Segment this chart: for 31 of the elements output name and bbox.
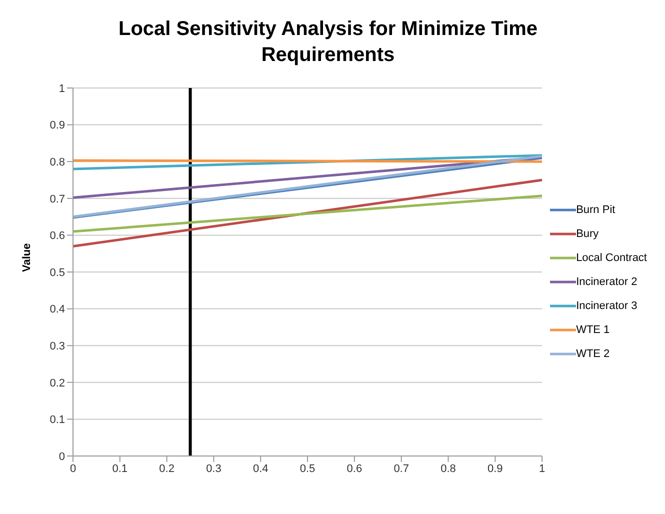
x-tick-label: 0.5 (300, 462, 316, 475)
legend-label: Incinerator 2 (576, 276, 638, 288)
y-tick-label: 0.2 (50, 377, 65, 390)
y-tick-label: 0 (58, 450, 65, 463)
y-tick-label: 0.8 (50, 156, 65, 169)
x-tick-label: 0.1 (112, 462, 128, 475)
legend-label: Burn Pit (576, 204, 616, 216)
legend-label: WTE 1 (576, 324, 610, 336)
x-tick-label: 0 (70, 462, 76, 475)
y-tick-label: 0.1 (50, 414, 65, 426)
x-tick-label: 0.6 (346, 462, 362, 475)
x-tick-label: 1 (539, 462, 546, 475)
y-tick-label: 0.7 (50, 193, 65, 206)
y-tick-label: 1 (58, 82, 65, 95)
x-tick-label: 0.8 (440, 462, 456, 475)
chart-title: Local Sensitivity Analysis for Minimize Time Requirements (117, 17, 538, 68)
legend-label: Bury (576, 228, 599, 240)
x-tick-label: 0.2 (159, 462, 174, 475)
y-tick-label: 0.3 (50, 340, 65, 353)
x-tick-label: 0.9 (488, 462, 503, 475)
legend-label: Local Contract (576, 252, 647, 264)
legend-label: WTE 2 (576, 348, 610, 360)
legend-label: Incinerator 3 (576, 300, 638, 312)
y-tick-label: 0.5 (50, 266, 65, 279)
x-tick-label: 0.4 (252, 462, 268, 475)
y-tick-label: 0.4 (50, 304, 65, 316)
x-tick-label: 0.7 (394, 462, 409, 475)
x-tick-label: 0.3 (206, 462, 222, 475)
y-tick-label: 0.6 (50, 230, 65, 242)
y-axis-title: Value (20, 243, 33, 272)
y-tick-label: 0.9 (50, 120, 65, 132)
